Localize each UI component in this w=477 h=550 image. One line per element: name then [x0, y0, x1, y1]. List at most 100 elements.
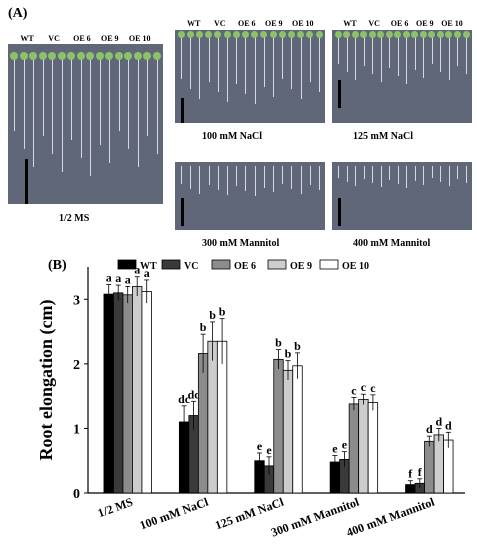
- seedling-root: [363, 166, 365, 179]
- seedling-root: [208, 34, 210, 82]
- seedling-cotyledon: [232, 30, 240, 38]
- seedling-root: [181, 166, 182, 184]
- seedling-cotyledon: [19, 52, 28, 60]
- seedling-root: [319, 34, 320, 92]
- seedling-root: [42, 56, 44, 136]
- bar: [122, 294, 133, 494]
- seedling-root: [217, 166, 219, 190]
- photo-caption: 400 mM Mannitol: [353, 238, 431, 249]
- legend-label: VC: [184, 261, 198, 272]
- seedling-root: [245, 166, 247, 192]
- seedling-cotyledon: [153, 52, 161, 60]
- seedling-root: [448, 34, 450, 80]
- seedling-root: [355, 34, 357, 80]
- seedling-cotyledon: [334, 30, 342, 38]
- bar: [443, 439, 454, 494]
- genotype-label: VC: [48, 34, 60, 43]
- seedling-root: [190, 166, 192, 189]
- significance-letter: b: [200, 320, 207, 334]
- seedling-root: [109, 56, 111, 163]
- significance-letter: e: [257, 439, 263, 453]
- seedling-cotyledon: [315, 30, 323, 38]
- significance-letter: f: [418, 465, 423, 479]
- seedling-cotyledon: [124, 52, 133, 60]
- seedling-root: [414, 166, 416, 181]
- significance-letter: d: [435, 414, 442, 428]
- seedling-photo: WT VC OE 6 OE 9 OE 10: [8, 34, 163, 204]
- seedling-root: [363, 34, 365, 66]
- seedling-root: [389, 166, 391, 180]
- bar: [292, 365, 303, 494]
- bar: [282, 369, 294, 494]
- significance-letter: b: [219, 305, 226, 319]
- photo-top-band: [175, 150, 325, 162]
- seedling-root: [227, 34, 228, 102]
- seedling-cotyledon: [114, 52, 123, 60]
- scale-bar: [181, 198, 184, 226]
- significance-letter: b: [209, 308, 216, 322]
- genotype-label: VC: [368, 19, 380, 28]
- genotype-label: WT: [187, 19, 201, 28]
- scale-bar: [181, 98, 184, 123]
- genotype-label: OE 6: [238, 19, 256, 28]
- significance-letter: d: [426, 422, 433, 436]
- bar: [207, 340, 218, 494]
- legend-swatch: [117, 259, 137, 270]
- seedling-cotyledon: [10, 52, 18, 60]
- seedling-root: [431, 34, 433, 64]
- seedling-root: [273, 34, 274, 97]
- seedling-cotyledon: [402, 30, 410, 38]
- seedling-root: [199, 34, 201, 99]
- seedling-cotyledon: [287, 30, 295, 38]
- significance-letter: a: [115, 271, 121, 285]
- photo-caption: 1/2 MS: [59, 213, 90, 224]
- bar: [273, 358, 284, 494]
- seedling-root: [423, 34, 425, 78]
- seedling-cotyledon: [241, 30, 249, 38]
- y-tick-label: 3: [73, 293, 80, 308]
- genotype-label: WT: [20, 34, 34, 43]
- photo-caption: 125 mM NaCl: [353, 131, 413, 142]
- y-tick-label: 1: [73, 422, 80, 437]
- seedling-cotyledon: [419, 30, 427, 38]
- significance-letter: a: [144, 266, 150, 280]
- seedling-cotyledon: [67, 52, 76, 60]
- seedling-root: [406, 34, 408, 84]
- seedling-root: [414, 34, 416, 70]
- scale-bar: [338, 198, 341, 226]
- genotype-label: OE 6: [73, 34, 91, 43]
- significance-letter: f: [408, 467, 413, 481]
- seedling-cotyledon: [57, 52, 66, 60]
- seedling-cotyledon: [297, 30, 305, 38]
- seedling-root: [466, 166, 467, 183]
- seedling-cotyledon: [269, 30, 277, 38]
- seedling-cotyledon: [105, 52, 114, 60]
- genotype-label: OE 10: [128, 34, 151, 43]
- seedling-cotyledon: [214, 30, 222, 38]
- seedling-root: [346, 166, 348, 182]
- seedling-cotyledon: [377, 30, 385, 38]
- seedling-cotyledon: [86, 52, 95, 60]
- seedling-root: [466, 34, 467, 74]
- genotype-label: OE 10: [292, 19, 314, 28]
- legend-label: OE 6: [234, 261, 256, 272]
- seedling-root: [137, 56, 139, 167]
- significance-letter: e: [266, 443, 272, 457]
- seedling-root: [236, 166, 238, 187]
- seedling-cotyledon: [95, 52, 104, 60]
- seedling-cotyledon: [368, 30, 376, 38]
- seedling-root: [355, 166, 357, 186]
- significance-letter: e: [342, 438, 348, 452]
- panel-a-label: (A): [8, 6, 28, 21]
- photo-top-band: [8, 34, 163, 44]
- bar: [424, 440, 435, 494]
- y-axis-label: Root elongation (cm): [36, 300, 57, 461]
- seedling-cotyledon: [445, 30, 453, 38]
- seedling-root: [273, 166, 274, 193]
- legend-swatch: [267, 259, 287, 270]
- seedling-root: [118, 56, 120, 131]
- seedling-root: [23, 56, 25, 149]
- seedling-cotyledon: [143, 52, 152, 60]
- seedling-cotyledon: [38, 52, 47, 60]
- seedling-root: [300, 34, 302, 99]
